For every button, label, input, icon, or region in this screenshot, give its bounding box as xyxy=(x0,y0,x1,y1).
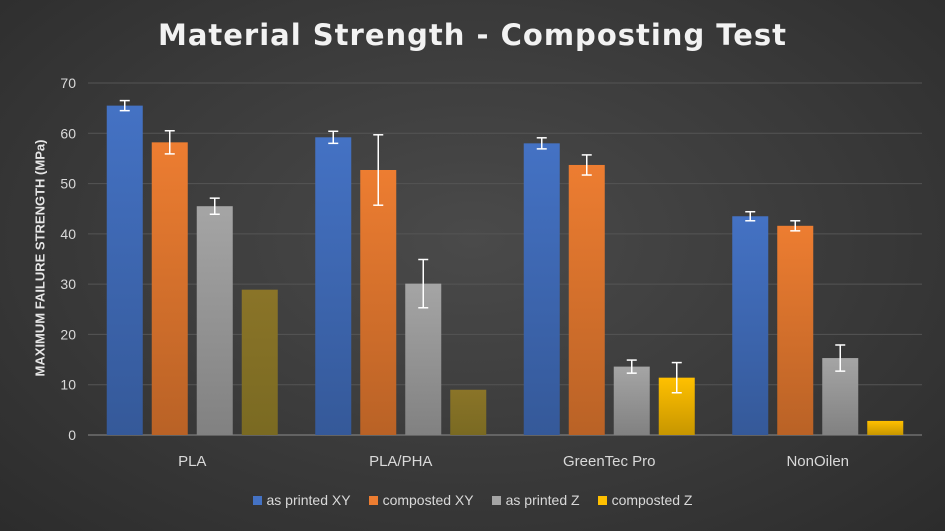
legend-item: as printed XY xyxy=(252,492,351,508)
bar-as-printed-z-greentec-pro xyxy=(613,366,650,435)
error-bar xyxy=(835,344,846,372)
legend-swatch xyxy=(252,495,262,505)
legend-label: composted XY xyxy=(382,492,474,508)
y-tick-label: 50 xyxy=(60,176,76,192)
error-bar xyxy=(626,359,637,374)
error-bar xyxy=(119,99,130,112)
y-tick-labels: 0 10 20 30 40 50 60 70 xyxy=(60,75,76,443)
x-tick-labels: PLA PLA/PHA GreenTec Pro NonOilen xyxy=(178,453,849,470)
y-tick-label: 60 xyxy=(60,125,76,141)
bar-composted-xy-nonoilen xyxy=(777,225,814,435)
legend-swatch xyxy=(597,495,607,505)
y-tick-label: 40 xyxy=(60,226,76,242)
x-tick-label: PLA xyxy=(178,453,206,470)
bar-composted-xy-pla-pha xyxy=(360,169,397,435)
error-bar xyxy=(790,220,801,232)
error-bar xyxy=(581,154,592,176)
chart-title: Material Strength - Composting Test xyxy=(157,18,788,52)
y-tick-label: 0 xyxy=(68,427,76,443)
bars xyxy=(106,105,904,436)
x-tick-label: GreenTec Pro xyxy=(563,453,656,470)
x-tick-label: PLA/PHA xyxy=(369,453,432,470)
y-tick-label: 70 xyxy=(60,75,76,91)
legend-item: composted Z xyxy=(597,492,693,508)
legend-swatch xyxy=(491,495,501,505)
bar-as-printed-z-pla-pha xyxy=(405,283,442,435)
bar-as-printed-z-pla xyxy=(196,206,233,435)
error-bar xyxy=(536,137,547,150)
error-bar xyxy=(209,197,220,215)
error-bar xyxy=(164,130,175,155)
legend-label: composted Z xyxy=(611,492,693,508)
error-bar xyxy=(745,210,756,222)
bar-composted-xy-greentec-pro xyxy=(568,164,605,436)
y-tick-label: 20 xyxy=(60,326,76,342)
bar-composted-xy-pla xyxy=(151,142,188,435)
bar-as-printed-xy-pla xyxy=(106,105,143,435)
error-bar xyxy=(671,361,682,394)
error-bar xyxy=(328,130,339,145)
error-bar xyxy=(373,134,384,206)
y-tick-label: 30 xyxy=(60,276,76,292)
bar-as-printed-xy-pla-pha xyxy=(315,137,352,435)
legend-swatch xyxy=(368,495,378,505)
error-bar xyxy=(418,258,429,309)
bar-composted-z-pla-pha xyxy=(450,389,487,435)
legend-label: as printed Z xyxy=(505,492,580,508)
legend-label: as printed XY xyxy=(266,492,351,508)
error-bars xyxy=(119,99,846,394)
bar-as-printed-xy-greentec-pro xyxy=(523,143,560,436)
legend-item: composted XY xyxy=(368,492,474,508)
legend: as printed XY composted XY as printed Z com… xyxy=(0,492,945,508)
legend-item: as printed Z xyxy=(491,492,580,508)
y-tick-label: 10 xyxy=(60,377,76,393)
x-tick-label: NonOilen xyxy=(786,453,849,470)
bar-composted-z-pla xyxy=(241,289,278,435)
bar-as-printed-xy-nonoilen xyxy=(732,216,769,435)
bar-composted-z-nonoilen xyxy=(867,420,904,435)
